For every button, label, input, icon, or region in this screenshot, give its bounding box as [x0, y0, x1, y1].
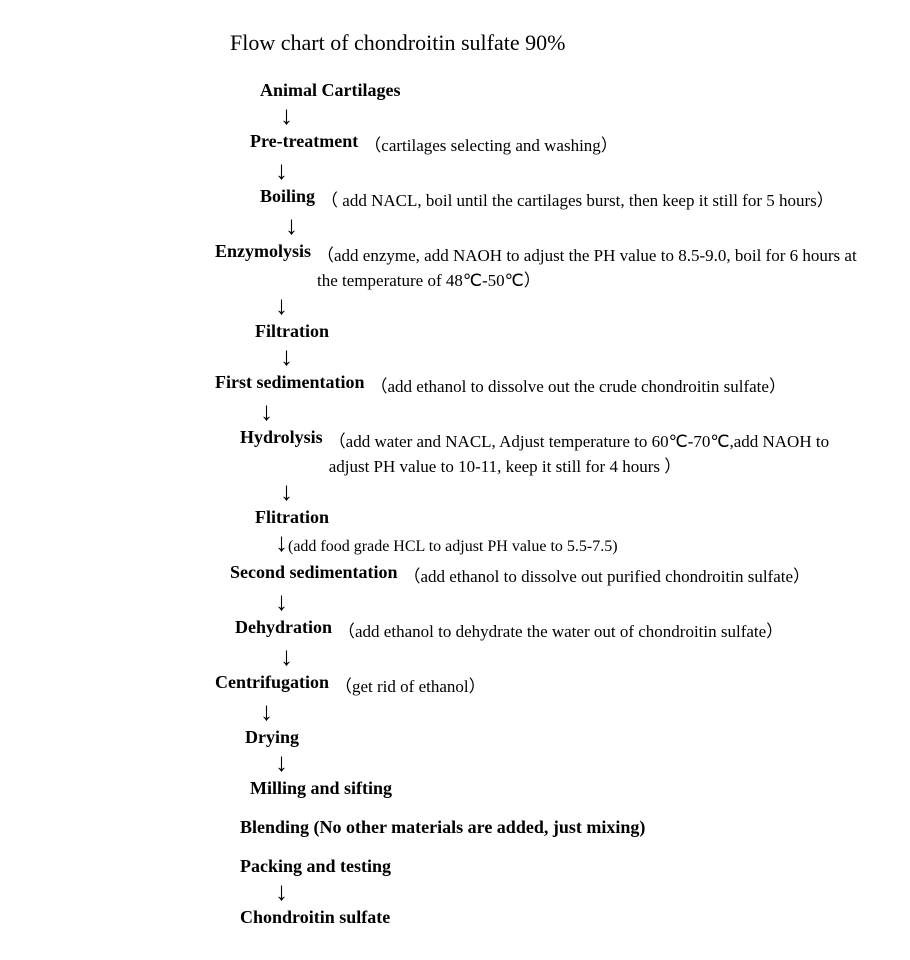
flow-arrow: ↓ — [275, 293, 870, 319]
step-label: Centrifugation — [215, 672, 329, 693]
step-description: （cartilages selecting and washing） — [364, 131, 618, 156]
flow-step: Enzymolysis （add enzyme, add NAOH to adju… — [215, 241, 870, 291]
chart-title: Flow chart of chondroitin sulfate 90% — [230, 30, 870, 56]
step-label: Chondroitin sulfate — [240, 907, 390, 928]
flow-arrow: ↓ — [285, 213, 870, 239]
step-description: （add enzyme, add NAOH to adjust the PH v… — [317, 241, 870, 291]
step-label: Hydrolysis — [240, 427, 323, 448]
flow-arrow: ↓ — [260, 399, 870, 425]
step-label: Drying — [245, 727, 299, 748]
flow-step: Milling and sifting — [250, 778, 870, 799]
flowchart-body: Animal Cartilages↓Pre-treatment（cartilag… — [200, 80, 870, 928]
step-label: Animal Cartilages — [260, 80, 400, 101]
step-label: Milling and sifting — [250, 778, 392, 799]
step-description: （add water and NACL, Adjust temperature … — [329, 427, 870, 477]
step-label: Packing and testing — [240, 856, 391, 877]
flow-step: Animal Cartilages — [260, 80, 870, 101]
flow-step: Blending (No other materials are added, … — [240, 817, 870, 838]
flow-arrow: ↓(add food grade HCL to adjust PH value … — [275, 530, 870, 560]
step-label: Filtration — [255, 321, 329, 342]
step-description: （ add NACL, boil until the cartilages bu… — [321, 186, 834, 211]
flow-arrow: ↓ — [275, 589, 870, 615]
flow-step: Packing and testing — [240, 856, 870, 877]
step-description: （add ethanol to dissolve out purified ch… — [404, 562, 811, 587]
flow-arrow: ↓ — [260, 699, 870, 725]
step-label: Enzymolysis — [215, 241, 311, 262]
step-label: Boiling — [260, 186, 315, 207]
flow-arrow: ↓ — [280, 479, 870, 505]
flow-step: Centrifugation （get rid of ethanol） — [215, 672, 870, 697]
flow-step: Boiling （ add NACL, boil until the cartil… — [260, 186, 870, 211]
step-description: （get rid of ethanol） — [335, 672, 486, 697]
flow-step: Dehydration （add ethanol to dehydrate the… — [235, 617, 870, 642]
flow-step: Second sedimentation （add ethanol to diss… — [230, 562, 870, 587]
flow-step: Chondroitin sulfate — [240, 907, 870, 928]
flow-arrow: ↓ — [275, 879, 870, 905]
flow-arrow: ↓ — [280, 344, 870, 370]
step-description: （add ethanol to dehydrate the water out … — [338, 617, 783, 642]
step-label: Pre-treatment — [250, 131, 358, 152]
step-description: （add ethanol to dissolve out the crude c… — [370, 372, 785, 397]
flow-arrow: ↓ — [275, 750, 870, 776]
step-label: Flitration — [255, 507, 329, 528]
flow-arrow: ↓ — [280, 103, 870, 129]
step-label: First sedimentation — [215, 372, 364, 393]
arrow-note: (add food grade HCL to adjust PH value t… — [288, 538, 618, 555]
flow-step: Filtration — [255, 321, 870, 342]
flow-arrow: ↓ — [280, 644, 870, 670]
step-label: Dehydration — [235, 617, 332, 638]
flow-arrow: ↓ — [275, 158, 870, 184]
flow-step: Flitration — [255, 507, 870, 528]
flow-step: Hydrolysis （add water and NACL, Adjust te… — [240, 427, 870, 477]
step-label: Second sedimentation — [230, 562, 398, 583]
flow-step: Pre-treatment （cartilages selecting and w… — [250, 131, 870, 156]
flow-step: First sedimentation （add ethanol to disso… — [215, 372, 870, 397]
flow-step: Drying — [245, 727, 870, 748]
step-label: Blending (No other materials are added, … — [240, 817, 645, 838]
